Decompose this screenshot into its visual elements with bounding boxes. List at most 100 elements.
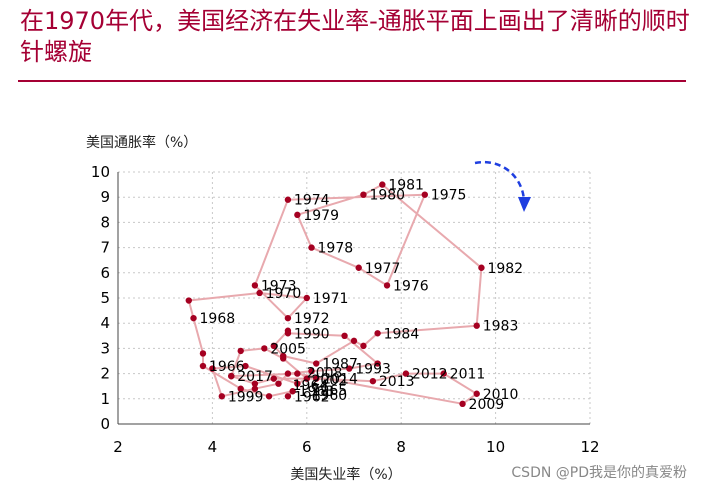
data-point (440, 370, 447, 377)
data-label: 1977 (365, 261, 401, 277)
data-point (303, 375, 310, 382)
data-point (284, 330, 292, 337)
data-label: 1971 (313, 291, 349, 307)
y-tick-label: 8 (100, 213, 110, 231)
data-point (341, 332, 348, 339)
data-label: 2013 (379, 374, 415, 390)
data-point (190, 314, 197, 322)
data-point (251, 282, 259, 289)
data-label: 1975 (431, 188, 467, 204)
data-markers (185, 181, 485, 408)
y-tick-label: 9 (100, 188, 110, 206)
y-tick-label: 3 (100, 339, 110, 357)
data-label: 1999 (228, 389, 264, 405)
data-point (350, 337, 358, 345)
x-tick-label: 10 (486, 438, 505, 456)
data-label: 2008 (307, 365, 343, 381)
data-point (459, 400, 466, 408)
data-point (270, 375, 277, 382)
data-point (185, 297, 192, 304)
title-divider (18, 80, 686, 82)
data-point (284, 314, 292, 322)
data-point (360, 342, 367, 350)
data-point (209, 365, 216, 372)
data-label: 1979 (303, 208, 339, 224)
data-point (289, 388, 296, 395)
data-point (270, 342, 277, 350)
data-label: 2017 (237, 369, 273, 385)
data-point (308, 244, 315, 251)
data-label: 1968 (200, 311, 236, 327)
watermark: CSDN @PD我是你的真爱粉 (511, 465, 687, 481)
y-tick-label: 7 (100, 239, 110, 257)
data-point (280, 355, 287, 362)
data-point (284, 370, 292, 377)
data-label: 1974 (294, 193, 330, 209)
data-label: 1982 (487, 261, 523, 277)
data-point (374, 330, 381, 337)
y-tick-label: 1 (100, 390, 110, 408)
data-label: 1983 (483, 319, 519, 335)
data-label: 1980 (369, 188, 405, 204)
data-point (237, 347, 244, 355)
data-point (383, 282, 391, 289)
y-axis-title: 美国通胀率（%） (86, 134, 197, 151)
data-label: 2012 (412, 367, 448, 383)
data-label: 1960 (312, 388, 348, 404)
data-label: 1984 (384, 326, 420, 342)
data-point (218, 393, 226, 400)
data-label: 1973 (261, 278, 297, 294)
y-tick-label: 10 (91, 163, 110, 181)
data-point (374, 360, 381, 367)
x-tick-label: 8 (396, 438, 406, 456)
data-point (256, 289, 263, 297)
data-label: 1963 (299, 384, 335, 400)
data-point (402, 370, 410, 377)
data-label: 1970 (266, 286, 302, 302)
data-point (473, 390, 480, 397)
data-label: 2005 (270, 341, 306, 357)
data-label: 1981 (388, 178, 424, 194)
data-label: 2002 (312, 373, 348, 389)
data-label: 1978 (318, 241, 354, 257)
data-label: 1965 (312, 383, 348, 399)
clockwise-arrow-icon (474, 160, 531, 212)
data-point (237, 385, 244, 392)
data-point (275, 380, 282, 387)
data-point (303, 294, 310, 302)
data-point (199, 362, 207, 370)
data-point (251, 380, 259, 387)
data-point (360, 191, 367, 198)
data-point (421, 191, 428, 198)
data-label: 1964 (293, 378, 329, 394)
x-tick-label: 2 (113, 438, 123, 456)
data-label: 1990 (294, 326, 330, 342)
grid-lines (118, 171, 591, 424)
data-point (251, 385, 259, 392)
data-point (294, 211, 301, 219)
data-point (355, 264, 362, 271)
data-label: 1993 (355, 362, 391, 378)
y-tick-label: 6 (100, 264, 110, 282)
y-tick-label: 5 (100, 289, 110, 307)
data-point (369, 377, 377, 385)
data-point (284, 196, 292, 203)
data-label: 2011 (450, 367, 486, 383)
x-axis-title: 美国失业率（%） (290, 466, 401, 483)
data-label: 1972 (294, 311, 330, 327)
data-label: 1987 (322, 357, 358, 373)
y-tick-label: 2 (100, 365, 110, 383)
data-point (478, 264, 485, 271)
data-point (313, 360, 320, 367)
data-point (308, 367, 315, 375)
data-label: 1962 (294, 389, 330, 405)
data-point (379, 181, 386, 188)
data-label: 1976 (393, 278, 429, 294)
data-point (473, 322, 480, 329)
slide-title: 在1970年代，美国经济在失业率-通胀平面上画出了清晰的顺时针螺旋 (20, 7, 690, 66)
data-point (228, 372, 235, 380)
x-tick-label: 12 (580, 438, 599, 456)
data-point (199, 350, 207, 357)
